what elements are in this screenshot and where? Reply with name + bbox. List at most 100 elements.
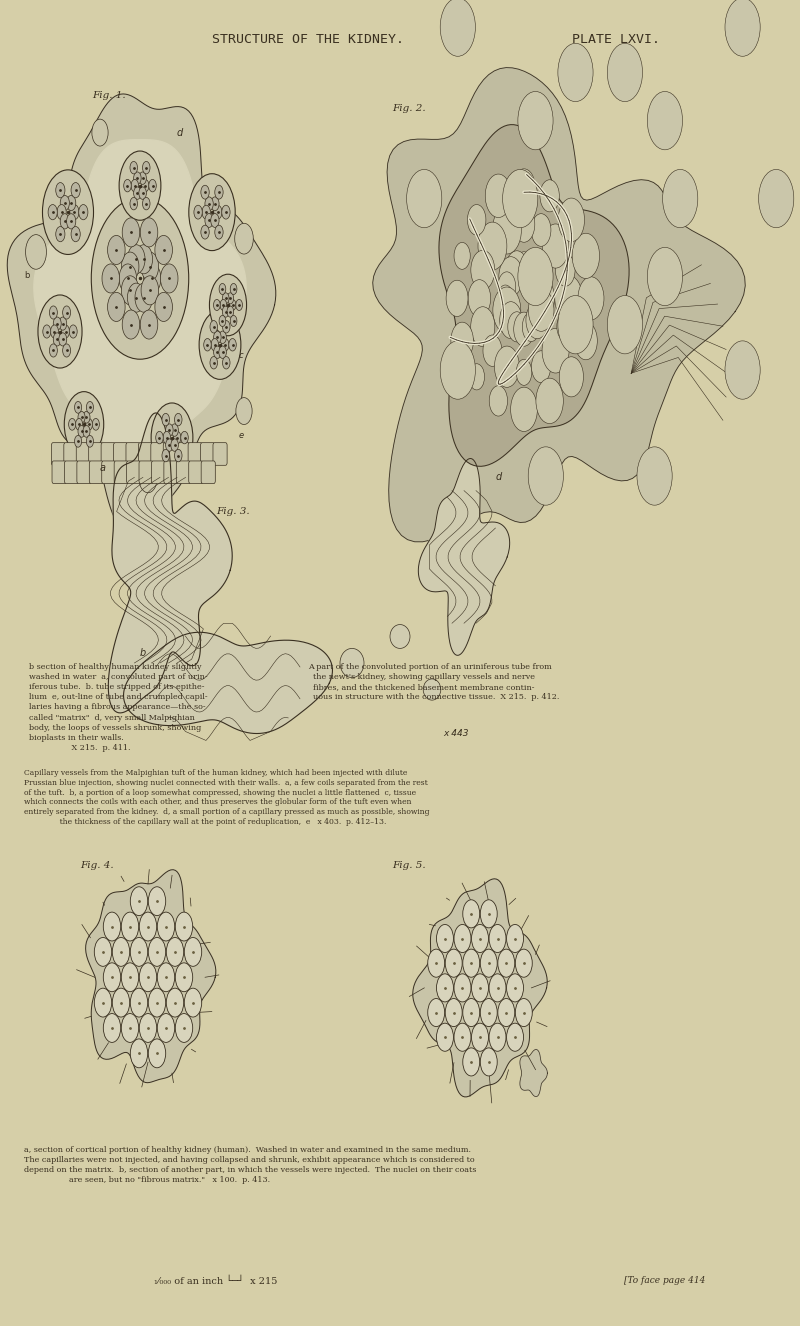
Ellipse shape	[340, 648, 364, 678]
Text: Fig. 3.: Fig. 3.	[216, 508, 250, 516]
Circle shape	[555, 276, 582, 321]
Circle shape	[498, 949, 514, 977]
Circle shape	[78, 411, 85, 423]
Circle shape	[515, 949, 532, 977]
Circle shape	[119, 151, 161, 220]
Circle shape	[163, 431, 170, 444]
Circle shape	[211, 338, 218, 351]
Circle shape	[428, 998, 445, 1026]
Circle shape	[508, 312, 526, 342]
Circle shape	[139, 912, 157, 941]
Circle shape	[70, 325, 77, 338]
Circle shape	[530, 264, 545, 289]
Circle shape	[489, 924, 506, 952]
Ellipse shape	[423, 679, 441, 700]
Circle shape	[454, 924, 471, 952]
FancyBboxPatch shape	[102, 461, 116, 484]
Circle shape	[555, 253, 575, 286]
Circle shape	[127, 245, 145, 273]
Circle shape	[506, 1024, 523, 1052]
Circle shape	[103, 912, 121, 941]
Circle shape	[467, 204, 486, 235]
Circle shape	[174, 431, 181, 444]
Circle shape	[57, 204, 66, 220]
Circle shape	[234, 223, 254, 255]
FancyBboxPatch shape	[65, 461, 78, 484]
Circle shape	[236, 398, 252, 424]
Circle shape	[520, 252, 542, 288]
Circle shape	[446, 280, 468, 317]
Circle shape	[222, 321, 230, 333]
Circle shape	[229, 338, 236, 351]
Circle shape	[214, 300, 220, 310]
Circle shape	[171, 424, 178, 436]
FancyBboxPatch shape	[188, 443, 202, 465]
FancyBboxPatch shape	[89, 443, 103, 465]
Circle shape	[64, 391, 104, 457]
Circle shape	[151, 403, 193, 472]
Circle shape	[230, 300, 236, 310]
Circle shape	[143, 264, 161, 293]
Circle shape	[62, 343, 70, 357]
Circle shape	[219, 332, 226, 343]
Text: a, section of cortical portion of healthy kidney (human).  Washed in water and e: a, section of cortical portion of health…	[24, 1146, 476, 1184]
Circle shape	[92, 119, 108, 146]
FancyBboxPatch shape	[76, 443, 90, 465]
Circle shape	[69, 419, 76, 430]
Text: Fig. 5.: Fig. 5.	[392, 862, 426, 870]
Circle shape	[70, 204, 79, 220]
Text: d: d	[177, 127, 183, 138]
FancyBboxPatch shape	[101, 443, 115, 465]
Text: Fig. 4.: Fig. 4.	[80, 862, 114, 870]
Circle shape	[222, 306, 229, 317]
Circle shape	[102, 264, 119, 293]
FancyBboxPatch shape	[176, 443, 190, 465]
Circle shape	[647, 91, 682, 150]
Circle shape	[58, 333, 66, 346]
FancyBboxPatch shape	[114, 461, 128, 484]
Circle shape	[175, 912, 193, 941]
Circle shape	[437, 924, 454, 952]
Circle shape	[222, 206, 230, 219]
Circle shape	[529, 289, 554, 332]
Circle shape	[574, 322, 598, 359]
Text: STRUCTURE OF THE KIDNEY.: STRUCTURE OF THE KIDNEY.	[212, 33, 404, 46]
Circle shape	[60, 213, 70, 229]
Circle shape	[494, 346, 519, 387]
Circle shape	[522, 312, 540, 342]
Circle shape	[483, 335, 502, 366]
Circle shape	[162, 450, 170, 461]
Circle shape	[141, 276, 158, 305]
Circle shape	[161, 264, 178, 293]
Circle shape	[194, 206, 202, 219]
FancyBboxPatch shape	[201, 461, 215, 484]
Circle shape	[112, 937, 130, 967]
Circle shape	[139, 1013, 157, 1042]
FancyBboxPatch shape	[176, 461, 190, 484]
Text: a: a	[100, 463, 106, 473]
Circle shape	[499, 257, 523, 297]
Circle shape	[506, 251, 529, 289]
Circle shape	[518, 91, 553, 150]
Circle shape	[201, 186, 210, 199]
Circle shape	[725, 0, 760, 56]
Circle shape	[175, 963, 193, 992]
Circle shape	[514, 312, 534, 346]
Circle shape	[526, 301, 548, 338]
Circle shape	[528, 447, 563, 505]
Circle shape	[103, 1013, 121, 1042]
Circle shape	[205, 198, 214, 211]
Circle shape	[156, 431, 163, 444]
Circle shape	[542, 224, 569, 268]
Circle shape	[56, 183, 65, 198]
Circle shape	[204, 338, 211, 351]
Circle shape	[498, 998, 514, 1026]
Circle shape	[148, 1040, 166, 1067]
Circle shape	[222, 338, 229, 351]
Circle shape	[78, 426, 85, 438]
Circle shape	[166, 937, 184, 967]
Circle shape	[210, 321, 218, 333]
Circle shape	[174, 414, 182, 426]
Text: Fig. 2.: Fig. 2.	[392, 105, 426, 113]
Circle shape	[66, 213, 76, 229]
